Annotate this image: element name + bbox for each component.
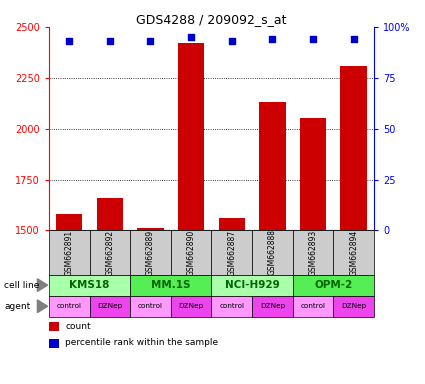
Point bbox=[228, 38, 235, 44]
Bar bbox=[49, 339, 59, 348]
Point bbox=[350, 36, 357, 42]
Text: control: control bbox=[138, 303, 163, 309]
FancyBboxPatch shape bbox=[252, 296, 293, 317]
FancyBboxPatch shape bbox=[171, 230, 211, 275]
Text: GSM662887: GSM662887 bbox=[227, 229, 236, 276]
FancyBboxPatch shape bbox=[293, 275, 374, 296]
FancyBboxPatch shape bbox=[211, 296, 252, 317]
Text: percentile rank within the sample: percentile rank within the sample bbox=[65, 338, 218, 347]
Bar bbox=[218, 218, 245, 384]
FancyBboxPatch shape bbox=[211, 230, 252, 275]
Text: GSM662890: GSM662890 bbox=[187, 229, 196, 276]
Bar bbox=[56, 214, 82, 384]
Text: DZNep: DZNep bbox=[97, 303, 122, 309]
FancyBboxPatch shape bbox=[293, 296, 333, 317]
Text: GSM662888: GSM662888 bbox=[268, 230, 277, 275]
Title: GDS4288 / 209092_s_at: GDS4288 / 209092_s_at bbox=[136, 13, 287, 26]
Point bbox=[147, 38, 154, 44]
Text: DZNep: DZNep bbox=[260, 303, 285, 309]
Point bbox=[66, 38, 73, 44]
Bar bbox=[300, 118, 326, 384]
Point bbox=[269, 36, 276, 42]
Text: GSM662894: GSM662894 bbox=[349, 229, 358, 276]
FancyBboxPatch shape bbox=[130, 275, 211, 296]
Polygon shape bbox=[37, 279, 48, 291]
Point bbox=[188, 34, 195, 40]
FancyBboxPatch shape bbox=[130, 296, 171, 317]
Text: count: count bbox=[65, 322, 91, 331]
FancyBboxPatch shape bbox=[333, 296, 374, 317]
FancyBboxPatch shape bbox=[211, 275, 293, 296]
Text: cell line: cell line bbox=[4, 281, 40, 290]
Bar bbox=[96, 198, 123, 384]
Bar bbox=[137, 228, 164, 384]
FancyBboxPatch shape bbox=[90, 230, 130, 275]
Point bbox=[106, 38, 113, 44]
Text: KMS18: KMS18 bbox=[69, 280, 110, 290]
FancyBboxPatch shape bbox=[333, 230, 374, 275]
FancyBboxPatch shape bbox=[90, 296, 130, 317]
Text: agent: agent bbox=[4, 302, 31, 311]
Bar bbox=[49, 322, 59, 331]
Text: control: control bbox=[219, 303, 244, 309]
Text: GSM662892: GSM662892 bbox=[105, 229, 114, 276]
FancyBboxPatch shape bbox=[293, 230, 333, 275]
Point bbox=[310, 36, 317, 42]
Text: DZNep: DZNep bbox=[341, 303, 366, 309]
Text: MM.1S: MM.1S bbox=[151, 280, 190, 290]
FancyBboxPatch shape bbox=[49, 275, 130, 296]
Bar bbox=[178, 43, 204, 384]
Bar bbox=[340, 66, 367, 384]
FancyBboxPatch shape bbox=[252, 230, 293, 275]
Text: GSM662891: GSM662891 bbox=[65, 229, 74, 276]
FancyBboxPatch shape bbox=[130, 230, 171, 275]
FancyBboxPatch shape bbox=[49, 296, 90, 317]
FancyBboxPatch shape bbox=[171, 296, 211, 317]
Text: GSM662893: GSM662893 bbox=[309, 229, 317, 276]
Text: control: control bbox=[57, 303, 82, 309]
Text: control: control bbox=[300, 303, 326, 309]
Text: DZNep: DZNep bbox=[178, 303, 204, 309]
Text: NCI-H929: NCI-H929 bbox=[225, 280, 280, 290]
Polygon shape bbox=[37, 300, 48, 313]
Text: GSM662889: GSM662889 bbox=[146, 229, 155, 276]
FancyBboxPatch shape bbox=[49, 230, 90, 275]
Bar bbox=[259, 102, 286, 384]
Text: OPM-2: OPM-2 bbox=[314, 280, 352, 290]
